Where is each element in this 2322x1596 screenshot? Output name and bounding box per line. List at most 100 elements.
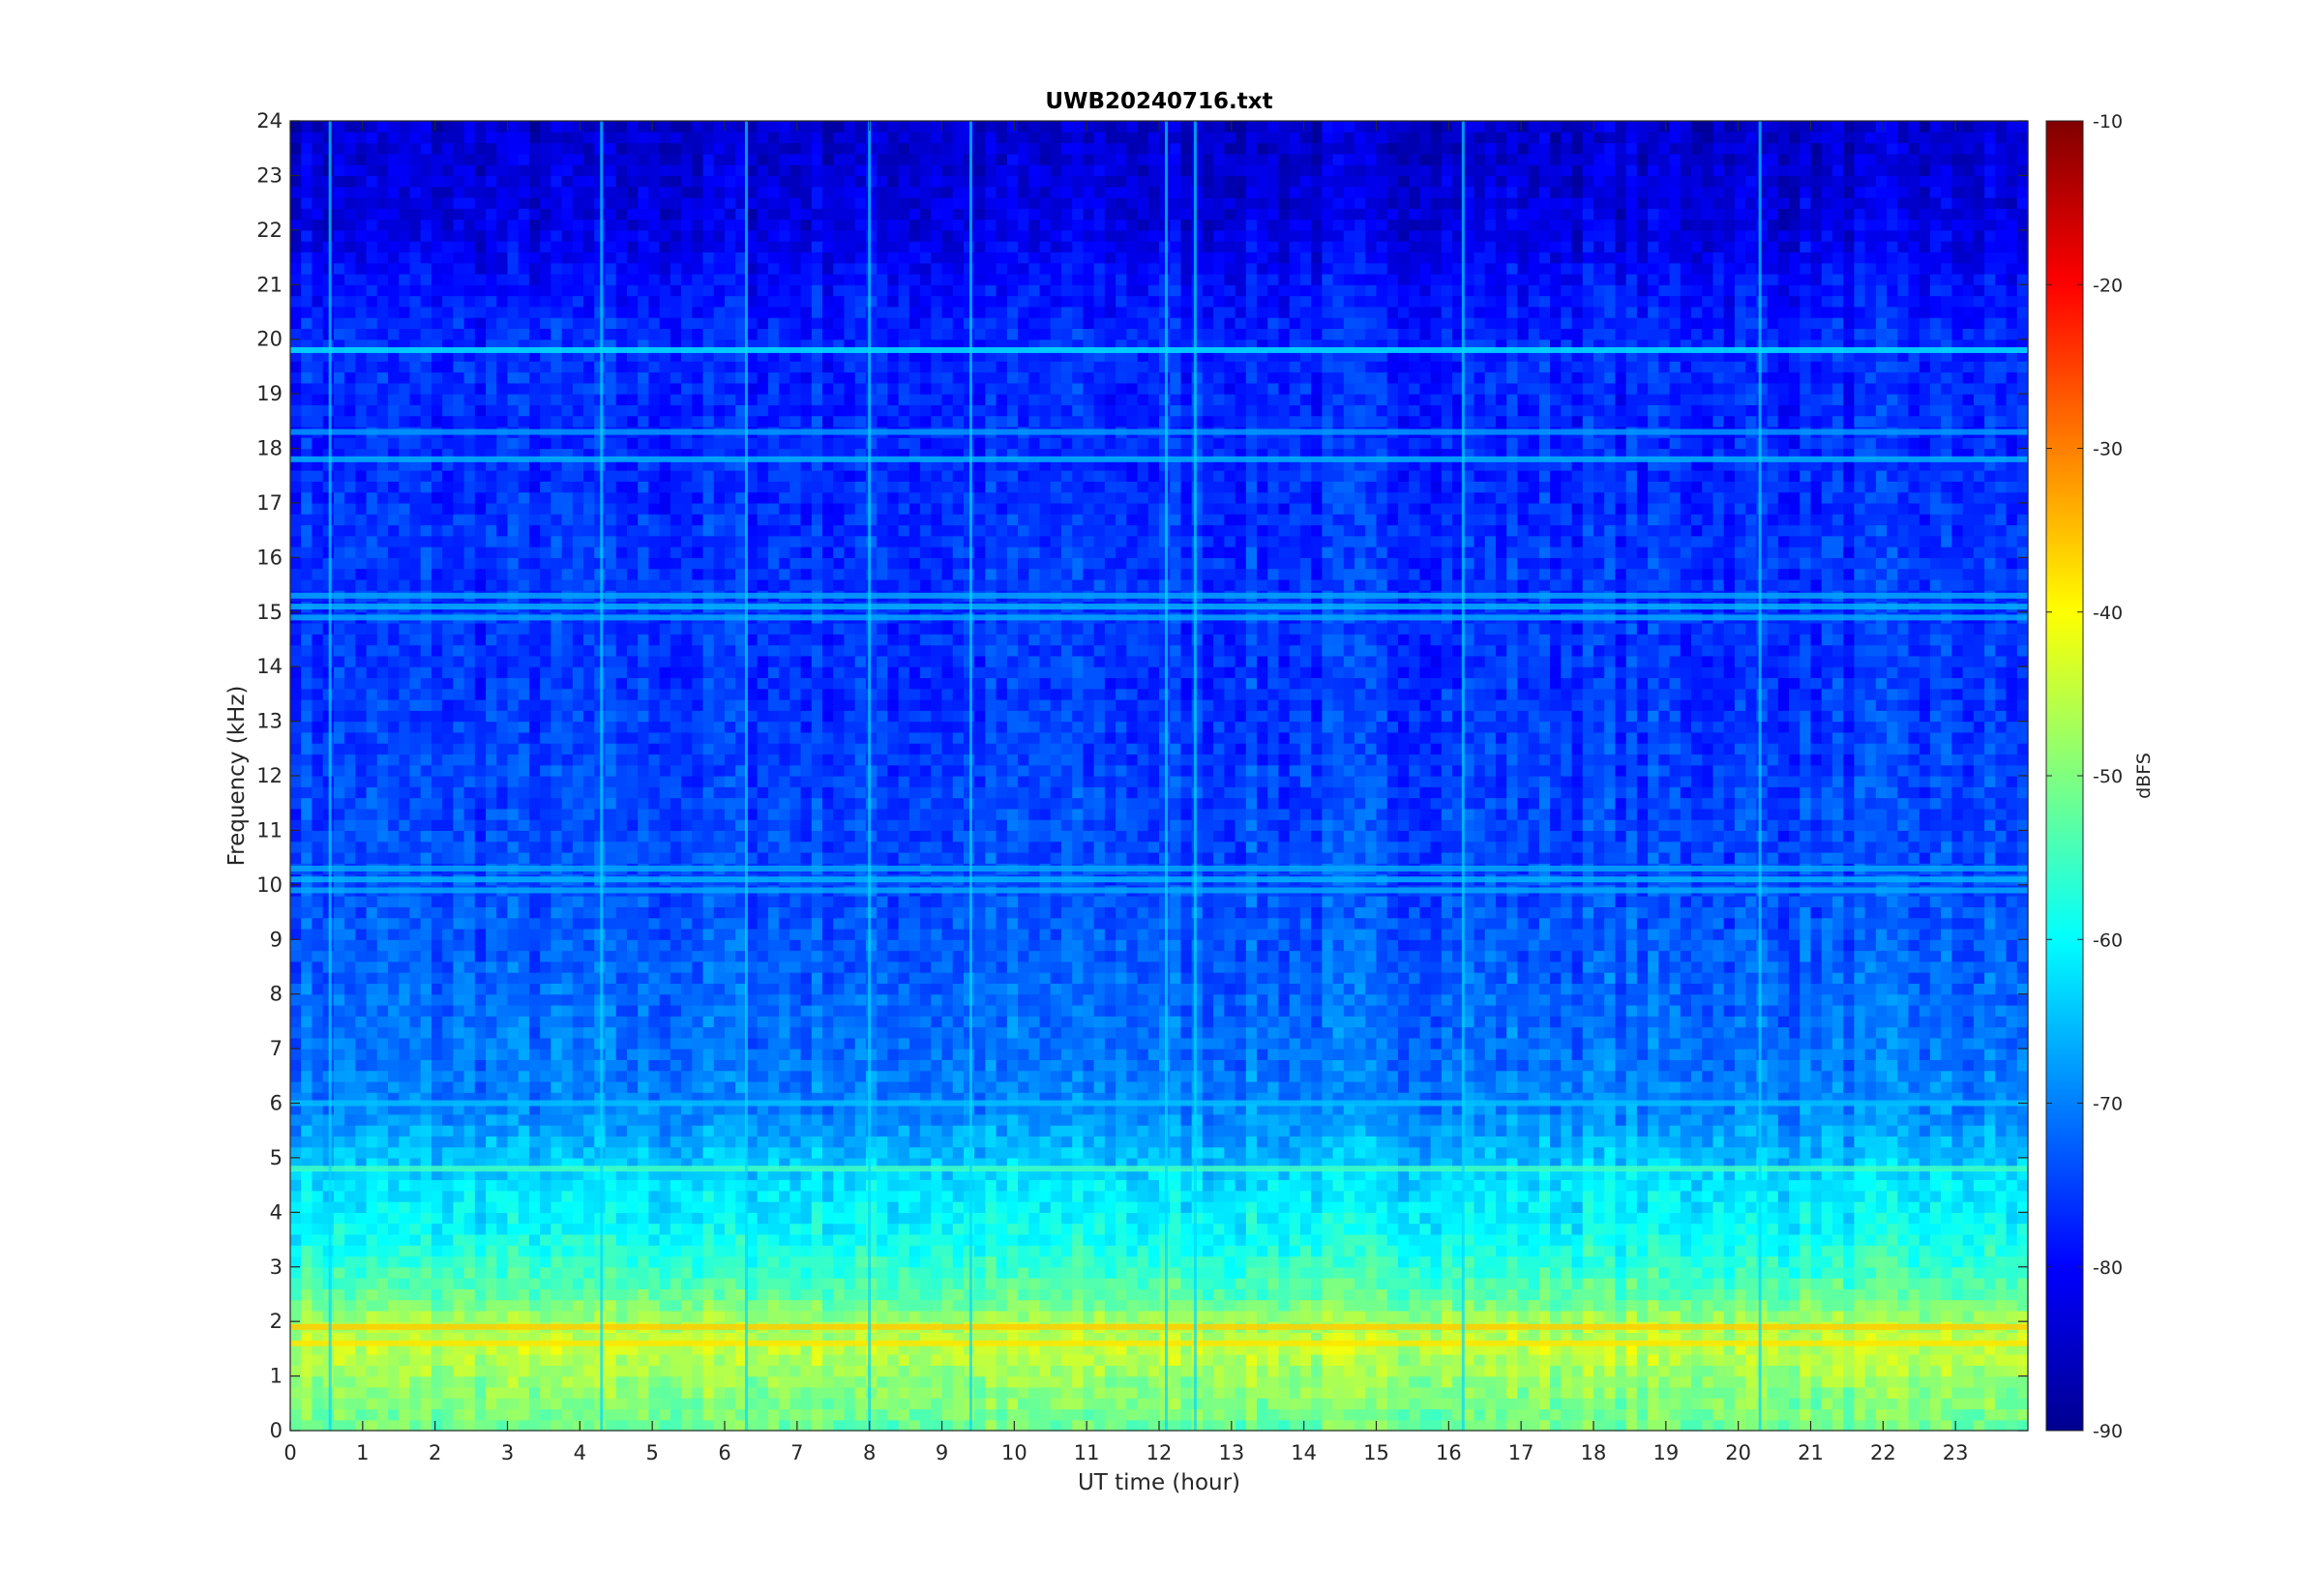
heatmap-cell [1951,1212,1963,1224]
heatmap-cell [1756,1408,1768,1420]
heatmap-cell [638,1288,649,1300]
heatmap-cell [1561,1114,1572,1126]
heatmap-cell [1800,1224,1811,1235]
heatmap-cell [1126,1387,1138,1399]
heatmap-cell [1876,1147,1888,1159]
heatmap-cell [1506,1245,1518,1256]
heatmap-cell [486,1201,497,1213]
heatmap-cell [1083,1201,1094,1213]
heatmap-cell [1354,1212,1366,1224]
heatmap-cell [855,1300,867,1312]
heatmap-cell [1235,1288,1247,1300]
heatmap-cell [1789,1114,1801,1126]
heatmap-cell [573,1245,584,1256]
heatmap-cell [519,1201,530,1213]
heatmap-cell [551,1267,562,1279]
heatmap-cell [421,1245,432,1256]
heatmap-cell [964,1256,975,1267]
heatmap-cell [1344,1245,1355,1256]
heatmap-cell [1572,1234,1584,1246]
heatmap-cell [1170,1114,1181,1126]
heatmap-cell [725,1191,736,1202]
heatmap-cell [1083,1179,1094,1191]
heatmap-cell [1333,1420,1345,1432]
heatmap-cell [1387,1224,1399,1235]
heatmap-cell [758,1201,769,1213]
heatmap-cell [1072,1278,1084,1289]
heatmap-cell [453,1224,464,1235]
heatmap-cell [899,1136,910,1147]
heatmap-cell [681,1201,693,1213]
heatmap-cell [1278,1288,1290,1300]
heatmap-cell [887,1191,899,1202]
heatmap-cell [1365,1125,1377,1137]
heatmap-cell [551,1256,562,1267]
heatmap-cell [421,1256,432,1267]
heatmap-cell [1800,1245,1811,1256]
heatmap-cell [562,1125,574,1137]
heatmap-cell [670,1081,682,1093]
heatmap-cell [1887,1420,1898,1432]
heatmap-cell [1865,1267,1877,1279]
heatmap-cell [464,1125,476,1137]
heatmap-cell [1246,1376,1258,1388]
heatmap-cell [681,1191,693,1202]
heatmap-cell [464,1256,476,1267]
heatmap-cell [931,1201,942,1213]
heatmap-cell [833,1365,845,1376]
heatmap-cell [1984,1311,1996,1322]
heatmap-cell [1550,1300,1562,1312]
heatmap-cell [1876,1398,1888,1409]
heatmap-cell [1354,1354,1366,1366]
heatmap-cell [334,1224,345,1235]
heatmap-cell [519,1245,530,1256]
heatmap-cell [1615,1354,1626,1366]
heatmap-cell [822,1234,834,1246]
heatmap-cell [964,1311,975,1322]
heatmap-cell [355,1245,367,1256]
heatmap-cell [1180,1376,1192,1388]
heatmap-cell [1235,1234,1247,1246]
heatmap-cell [1529,1256,1540,1267]
heatmap-cell [1963,1311,1975,1322]
heatmap-cell [1951,1147,1963,1159]
heatmap-cell [1768,1278,1779,1289]
heatmap-cell [1463,1408,1474,1420]
heatmap-cell [1051,1201,1062,1213]
heatmap-cell [334,1212,345,1224]
heatmap-cell [1561,1420,1572,1432]
heatmap-cell [1974,1365,1985,1376]
heatmap-cell [1365,1147,1377,1159]
heatmap-cell [1702,1408,1713,1420]
heatmap-cell [1930,1191,1942,1202]
heatmap-cell [1105,1245,1116,1256]
heatmap-cell [1876,1376,1888,1388]
heatmap-cell [1126,1179,1138,1191]
heatmap-cell [1138,1256,1149,1267]
heatmap-cell [758,1234,769,1246]
heatmap-cell [1159,1179,1171,1191]
heatmap-cell [1485,1147,1497,1159]
heatmap-cell [1072,1234,1084,1246]
heatmap-cell [1235,1267,1247,1279]
heatmap-cell [475,1288,487,1300]
heatmap-cell [399,1267,410,1279]
heatmap-cell [1365,1288,1377,1300]
heatmap-cell [421,1147,432,1159]
heatmap-cell [1735,1256,1746,1267]
heatmap-cell [1051,1420,1062,1432]
heatmap-cell [1485,1201,1497,1213]
heatmap-cell [1419,1300,1431,1312]
heatmap-cell [1257,1125,1268,1137]
heatmap-cell [301,1267,313,1279]
heatmap-cell [844,1136,855,1147]
heatmap-cell [334,1234,345,1246]
heatmap-cell [1681,1311,1692,1322]
heatmap-cell [1235,1420,1247,1432]
heatmap-cell [486,1365,497,1376]
heatmap-cell [1257,1376,1268,1388]
heatmap-cell [1300,1114,1312,1126]
heatmap-cell [801,1212,813,1224]
heatmap-cell [1159,1136,1171,1147]
heatmap-cell [997,1245,1008,1256]
